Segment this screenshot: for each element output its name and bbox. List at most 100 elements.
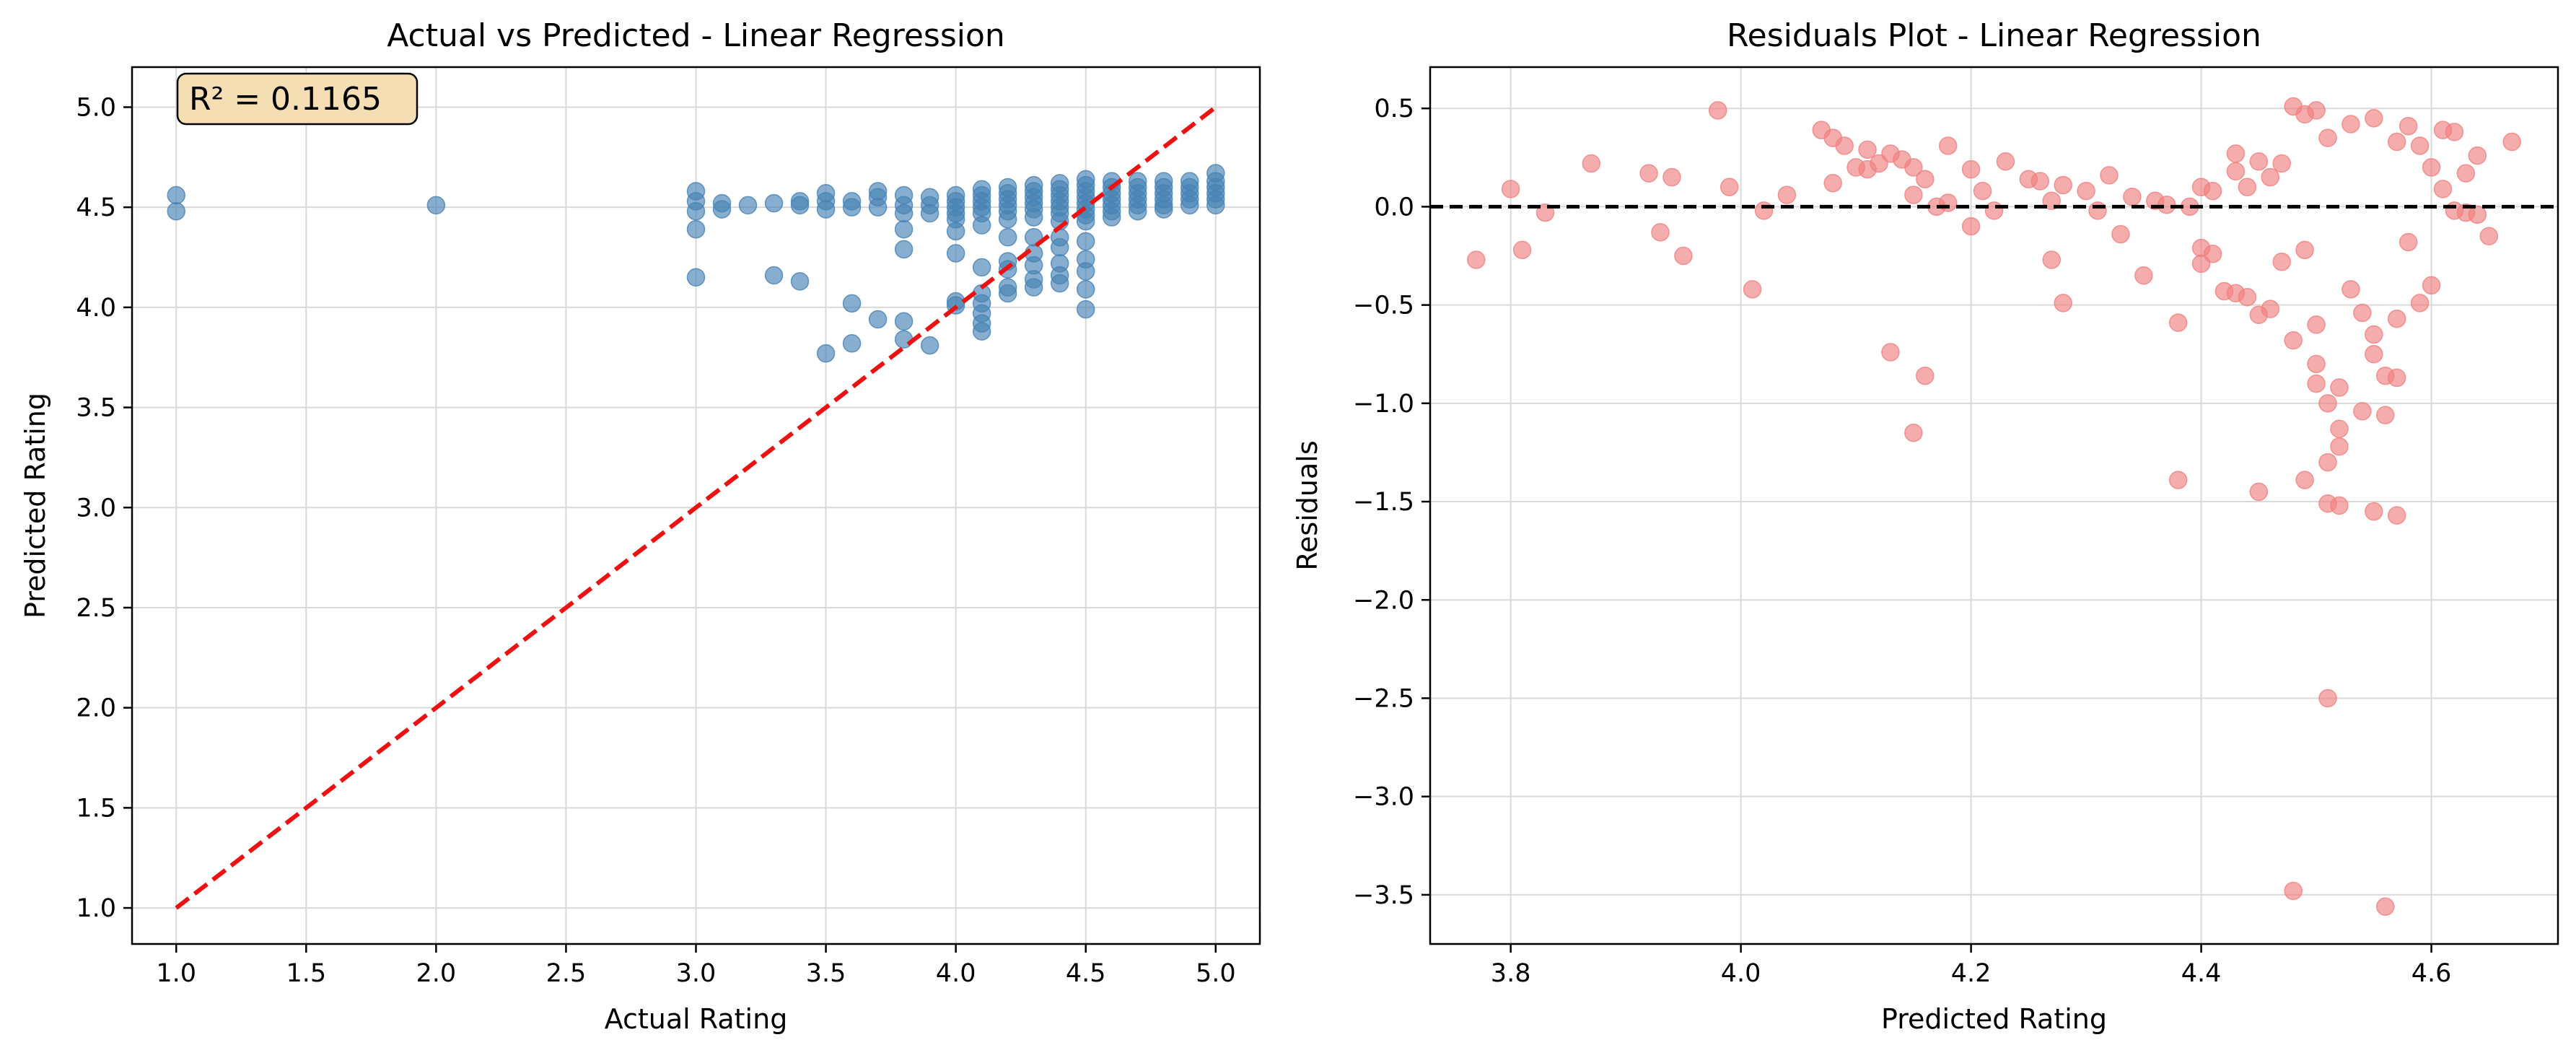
scatter-point xyxy=(1651,223,1670,242)
scatter-point xyxy=(2410,136,2430,155)
scatter-point xyxy=(1076,280,1095,299)
scatter-point xyxy=(2307,315,2326,334)
right-y-tick-label: 0.5 xyxy=(1374,95,1414,123)
left-y-tick-label: 2.0 xyxy=(76,694,116,723)
scatter-point xyxy=(1904,423,1923,442)
scatter-point xyxy=(894,240,914,259)
scatter-point xyxy=(2226,162,2246,181)
scatter-point xyxy=(764,193,784,213)
scatter-point xyxy=(1777,185,1797,204)
scatter-point xyxy=(920,204,939,223)
right-x-tick-label: 4.4 xyxy=(2181,959,2222,988)
scatter-point xyxy=(2502,132,2521,152)
scatter-point xyxy=(2261,300,2280,318)
scatter-point xyxy=(868,310,888,329)
scatter-point xyxy=(1973,181,1992,201)
right-x-tick-label: 4.0 xyxy=(1721,959,1761,988)
scatter-point xyxy=(2272,154,2291,173)
left-x-tick-label: 2.5 xyxy=(546,959,587,988)
scatter-point xyxy=(972,258,991,277)
left-x-tick-label: 5.0 xyxy=(1196,959,1236,988)
scatter-point xyxy=(2330,496,2349,515)
scatter-point xyxy=(2238,178,2257,196)
scatter-point xyxy=(1961,217,1981,236)
scatter-point xyxy=(2330,437,2349,456)
scatter-point xyxy=(2330,419,2349,439)
scatter-point xyxy=(998,228,1017,247)
scatter-point xyxy=(167,185,185,205)
left-x-tick-label: 1.5 xyxy=(286,959,326,988)
scatter-point xyxy=(2295,240,2314,260)
scatter-point xyxy=(2318,394,2337,413)
scatter-point xyxy=(1858,140,1877,159)
scatter-point xyxy=(2295,471,2314,489)
right-y-axis-label: Residuals xyxy=(1292,440,1323,570)
scatter-point xyxy=(790,272,810,291)
scatter-point xyxy=(2410,294,2430,312)
scatter-point xyxy=(2272,252,2291,271)
left-x-tick-label: 4.0 xyxy=(936,959,976,988)
scatter-point xyxy=(2123,188,2142,206)
scatter-point xyxy=(2111,224,2130,244)
scatter-point xyxy=(842,294,862,313)
scatter-point xyxy=(2365,344,2383,364)
scatter-point xyxy=(1154,200,1173,219)
scatter-point xyxy=(1076,232,1095,251)
left-chart-title: Actual vs Predicted - Linear Regression xyxy=(387,17,1005,54)
left-y-tick-label: 4.0 xyxy=(76,294,116,323)
right-x-axis-label: Predicted Rating xyxy=(1881,1003,2107,1035)
left-y-tick-label: 3.0 xyxy=(76,494,116,523)
right-y-ticks: 0.5 0.0 −0.5 −1.0 −1.5 −2.0 −2.5 −3.0 −3.5 xyxy=(1353,95,1430,910)
scatter-point xyxy=(816,344,836,363)
left-x-tick-label: 2.0 xyxy=(416,959,457,988)
scatter-point xyxy=(1024,278,1043,297)
scatter-point xyxy=(1512,240,1532,260)
scatter-point xyxy=(2353,303,2372,323)
residuals-panel: 3.8 4.0 4.2 4.4 4.6 0.5 0.0 −0.5 −1.0 −1.5 −2.0 −2… xyxy=(1292,17,2559,1035)
scatter-point xyxy=(1823,173,1842,193)
scatter-point xyxy=(894,312,914,331)
scatter-point xyxy=(1102,208,1121,227)
scatter-point xyxy=(2284,881,2303,901)
scatter-point xyxy=(1916,170,1935,189)
scatter-point xyxy=(2054,175,2072,195)
scatter-point xyxy=(2398,232,2418,252)
scatter-point xyxy=(1708,101,1727,120)
scatter-point xyxy=(1996,152,2015,171)
scatter-point xyxy=(2422,158,2441,177)
scatter-point xyxy=(2353,401,2372,421)
left-y-tick-label: 4.5 xyxy=(76,193,116,222)
scatter-point xyxy=(2468,146,2487,165)
right-y-tick-label: −3.0 xyxy=(1353,783,1414,812)
scatter-point xyxy=(2307,354,2326,374)
scatter-point xyxy=(1674,246,1693,266)
left-x-axis-label: Actual Rating xyxy=(605,1003,788,1035)
r-squared-annotation: R² = 0.1165 xyxy=(176,72,419,126)
scatter-point xyxy=(712,200,732,219)
left-x-ticks: 1.0 1.5 2.0 2.5 3.0 3.5 4.0 4.5 5.0 xyxy=(156,944,1236,988)
scatter-point xyxy=(2479,227,2499,246)
scatter-point xyxy=(2042,250,2061,269)
scatter-point xyxy=(1961,159,1981,179)
scatter-point xyxy=(2318,453,2337,472)
left-x-tick-label: 4.5 xyxy=(1066,959,1106,988)
scatter-point xyxy=(1467,250,1486,269)
scatter-point xyxy=(2318,688,2337,708)
left-y-tick-label: 5.0 xyxy=(76,93,116,122)
left-y-tick-label: 3.5 xyxy=(76,394,116,423)
scatter-point xyxy=(946,222,965,241)
scatter-point xyxy=(842,334,862,353)
scatter-point xyxy=(1050,237,1069,257)
right-x-tick-label: 3.8 xyxy=(1491,959,1531,988)
scatter-point xyxy=(842,198,862,217)
scatter-point xyxy=(2445,123,2464,141)
scatter-point xyxy=(2100,166,2119,185)
right-y-tick-label: −0.5 xyxy=(1353,292,1414,320)
scatter-point xyxy=(1719,178,1739,196)
right-chart-title: Residuals Plot - Linear Regression xyxy=(1727,17,2261,54)
scatter-point xyxy=(1128,201,1147,221)
scatter-point xyxy=(2203,181,2222,201)
right-axes-frame xyxy=(1429,66,2559,945)
scatter-point xyxy=(2365,502,2383,521)
